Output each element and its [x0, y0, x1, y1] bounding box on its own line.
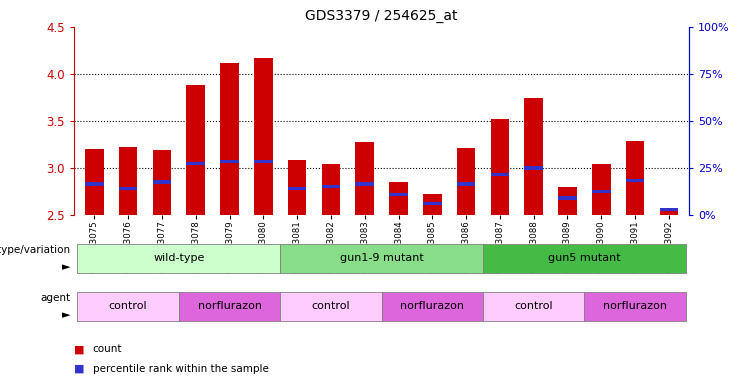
- Bar: [491, 119, 509, 215]
- Text: count: count: [93, 344, 122, 354]
- Bar: [491, 173, 509, 176]
- Bar: [288, 187, 307, 190]
- Bar: [389, 193, 408, 196]
- Bar: [625, 141, 645, 215]
- Bar: [592, 164, 611, 215]
- Bar: [423, 202, 442, 205]
- Bar: [78, 243, 280, 273]
- Bar: [280, 291, 382, 321]
- Text: gun5 mutant: gun5 mutant: [548, 253, 621, 263]
- Bar: [483, 291, 585, 321]
- Bar: [153, 150, 171, 215]
- Title: GDS3379 / 254625_at: GDS3379 / 254625_at: [305, 9, 458, 23]
- Bar: [389, 182, 408, 215]
- Bar: [187, 162, 205, 165]
- Bar: [525, 166, 543, 170]
- Bar: [558, 187, 576, 215]
- Bar: [179, 291, 280, 321]
- Text: norflurazon: norflurazon: [400, 301, 465, 311]
- Text: ■: ■: [74, 344, 84, 354]
- Text: wild-type: wild-type: [153, 253, 205, 263]
- Bar: [483, 243, 685, 273]
- Text: agent: agent: [40, 293, 70, 303]
- Text: percentile rank within the sample: percentile rank within the sample: [93, 364, 268, 374]
- Text: genotype/variation: genotype/variation: [0, 245, 70, 255]
- Text: control: control: [514, 301, 553, 311]
- Bar: [625, 179, 645, 182]
- Bar: [322, 185, 340, 189]
- Bar: [119, 147, 138, 215]
- Text: norflurazon: norflurazon: [603, 301, 667, 311]
- Bar: [220, 63, 239, 215]
- Bar: [356, 142, 374, 215]
- Bar: [659, 208, 678, 211]
- Bar: [525, 98, 543, 215]
- Bar: [356, 182, 374, 185]
- Bar: [423, 194, 442, 215]
- Bar: [456, 148, 476, 215]
- Text: control: control: [312, 301, 350, 311]
- Bar: [382, 291, 483, 321]
- Bar: [288, 159, 307, 215]
- Bar: [280, 243, 483, 273]
- Bar: [322, 164, 340, 215]
- Bar: [592, 190, 611, 193]
- Bar: [254, 58, 273, 215]
- Text: control: control: [109, 301, 147, 311]
- Text: ►: ►: [62, 262, 70, 272]
- Bar: [585, 291, 685, 321]
- Bar: [153, 180, 171, 184]
- Text: ■: ■: [74, 364, 84, 374]
- Text: norflurazon: norflurazon: [198, 301, 262, 311]
- Bar: [85, 182, 104, 185]
- Bar: [456, 182, 476, 185]
- Text: gun1-9 mutant: gun1-9 mutant: [339, 253, 424, 263]
- Bar: [659, 207, 678, 215]
- Bar: [558, 197, 576, 200]
- Bar: [119, 187, 138, 190]
- Bar: [187, 85, 205, 215]
- Bar: [78, 291, 179, 321]
- Bar: [254, 160, 273, 163]
- Bar: [85, 149, 104, 215]
- Bar: [220, 160, 239, 163]
- Text: ►: ►: [62, 310, 70, 320]
